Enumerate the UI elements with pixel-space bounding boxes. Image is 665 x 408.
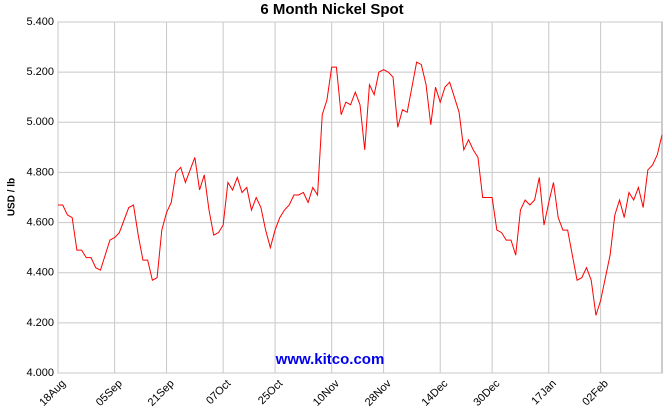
y-tick-label: 5.200 <box>26 66 54 78</box>
y-tick-label: 5.000 <box>26 116 54 128</box>
plot-area <box>57 21 663 374</box>
x-tick-label: 17Jan <box>529 378 559 408</box>
x-tick-label: 10Nov <box>311 377 342 408</box>
y-tick-label: 4.200 <box>26 317 54 329</box>
price-line <box>58 61 663 316</box>
x-tick-label: 28Nov <box>363 377 394 408</box>
chart-title: 6 Month Nickel Spot <box>260 1 403 18</box>
x-tick-label: 18Aug <box>37 378 68 408</box>
x-tick-label: 30Dec <box>471 377 502 408</box>
x-tick-label: 21Sep <box>146 378 177 408</box>
x-tick-label: 25Oct <box>256 378 285 407</box>
y-tick-label: 4.600 <box>26 216 54 228</box>
y-tick-label: 4.000 <box>26 367 54 379</box>
x-tick-label: 05Sep <box>94 378 125 408</box>
y-tick-label: 5.400 <box>26 16 54 28</box>
y-axis-label: USD / lb <box>7 178 18 216</box>
watermark: www.kitco.com <box>275 351 385 368</box>
x-tick-label: 07Oct <box>204 378 233 407</box>
x-tick-label: 02Feb <box>580 378 611 408</box>
x-tick-label: 14Dec <box>419 377 450 408</box>
y-tick-label: 4.800 <box>26 166 54 178</box>
y-tick-label: 4.400 <box>26 267 54 279</box>
